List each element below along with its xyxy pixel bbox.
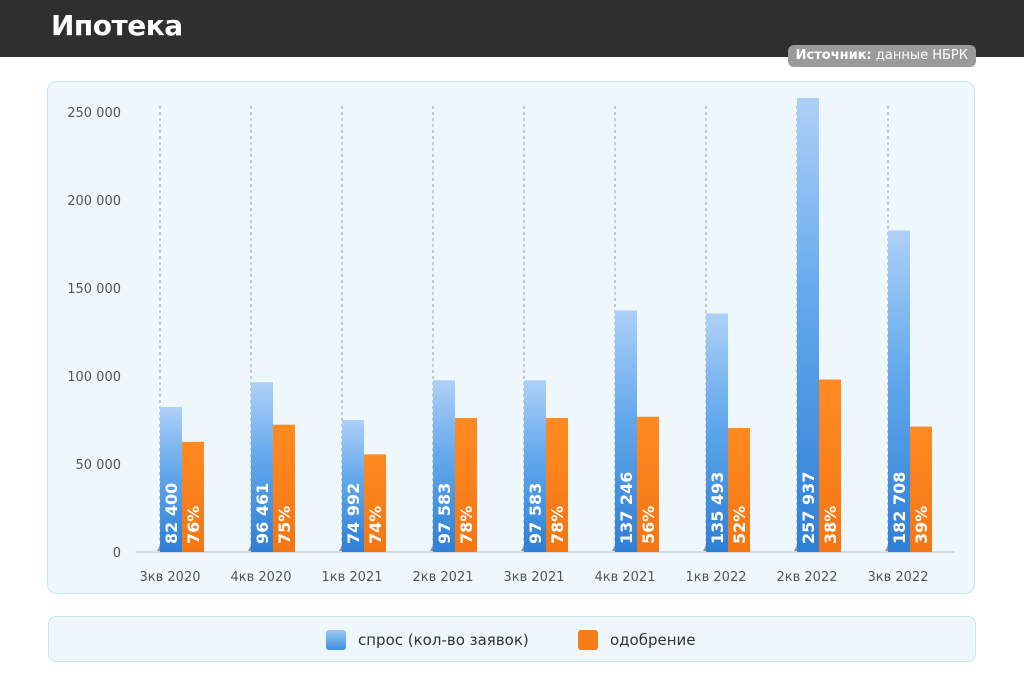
bar-chart: 0 50 000 100 000 150 000 200 000 250 000 82 4… bbox=[67, 98, 954, 585]
data-label-demand: 82 400 bbox=[162, 483, 181, 544]
bar-approval bbox=[637, 416, 659, 552]
bar-demand bbox=[251, 382, 273, 552]
bar-approval bbox=[273, 424, 295, 552]
x-tick-label: 3кв 2020 bbox=[139, 570, 200, 585]
data-label-demand: 137 246 bbox=[617, 472, 636, 544]
chart-panel: 0 50 000 100 000 150 000 200 000 250 000 82 4… bbox=[47, 81, 975, 594]
data-label-demand: 96 461 bbox=[253, 483, 272, 544]
data-label-demand: 74 992 bbox=[344, 483, 363, 544]
data-label-demand: 135 493 bbox=[708, 472, 727, 544]
legend-label-demand: спрос (кол-во заявок) bbox=[358, 631, 529, 649]
bar-approval bbox=[455, 418, 477, 552]
bar-demand bbox=[615, 310, 637, 552]
y-tick-label: 150 000 bbox=[67, 282, 121, 297]
data-label-approval: 52% bbox=[730, 506, 749, 544]
legend-swatch-demand bbox=[326, 630, 346, 650]
data-label-approval: 38% bbox=[821, 506, 840, 544]
page-title: Ипотека bbox=[51, 9, 183, 42]
bar-demand bbox=[706, 313, 728, 552]
source-badge: Источник: данные НБРК bbox=[787, 45, 976, 67]
bar-approval bbox=[910, 426, 932, 552]
legend-label-approval: одобрение bbox=[610, 631, 696, 649]
bar-demand bbox=[888, 230, 910, 553]
data-label-approval: 75% bbox=[275, 506, 294, 544]
y-tick-label: 250 000 bbox=[67, 106, 121, 121]
data-label-approval: 39% bbox=[912, 506, 931, 544]
source-value: данные НБРК bbox=[875, 48, 968, 63]
bar-approval bbox=[182, 441, 204, 552]
bar-approval bbox=[364, 454, 386, 552]
x-tick-label: 3кв 2021 bbox=[503, 570, 564, 585]
x-tick-label: 2кв 2022 bbox=[776, 570, 837, 585]
legend-item-approval: одобрение bbox=[578, 629, 696, 651]
bar-approval bbox=[546, 418, 568, 552]
data-label-approval: 56% bbox=[639, 506, 658, 544]
data-label-approval: 78% bbox=[548, 506, 567, 544]
legend: спрос (кол-во заявок) одобрение bbox=[48, 616, 976, 662]
y-tick-label: 50 000 bbox=[76, 458, 122, 473]
y-tick-label: 0 bbox=[113, 546, 121, 561]
bar-demand bbox=[797, 98, 819, 552]
data-label-approval: 78% bbox=[457, 506, 476, 544]
x-tick-label: 4кв 2020 bbox=[230, 570, 291, 585]
y-tick-label: 100 000 bbox=[67, 370, 121, 385]
data-label-demand: 97 583 bbox=[435, 483, 454, 544]
y-tick-label: 200 000 bbox=[67, 194, 121, 209]
x-tick-label: 4кв 2021 bbox=[594, 570, 655, 585]
bar-approval bbox=[728, 427, 750, 552]
source-label: Источник: bbox=[795, 48, 872, 63]
x-tick-label: 2кв 2021 bbox=[412, 570, 473, 585]
bar-demand bbox=[342, 420, 364, 552]
x-tick-label: 3кв 2022 bbox=[867, 570, 928, 585]
bar-approval bbox=[819, 379, 841, 552]
data-label-demand: 97 583 bbox=[526, 483, 545, 544]
x-tick-label: 1кв 2021 bbox=[321, 570, 382, 585]
bar-demand bbox=[433, 380, 455, 552]
data-label-approval: 76% bbox=[184, 506, 203, 544]
data-label-demand: 257 937 bbox=[799, 472, 818, 544]
x-tick-label: 1кв 2022 bbox=[685, 570, 746, 585]
legend-swatch-approval bbox=[578, 630, 598, 650]
data-label-approval: 74% bbox=[366, 506, 385, 544]
header-bar: Ипотека bbox=[0, 0, 1024, 57]
bar-demand bbox=[524, 380, 546, 552]
data-label-demand: 182 708 bbox=[890, 472, 909, 544]
bar-demand bbox=[160, 406, 182, 552]
legend-item-demand: спрос (кол-во заявок) bbox=[326, 629, 529, 651]
